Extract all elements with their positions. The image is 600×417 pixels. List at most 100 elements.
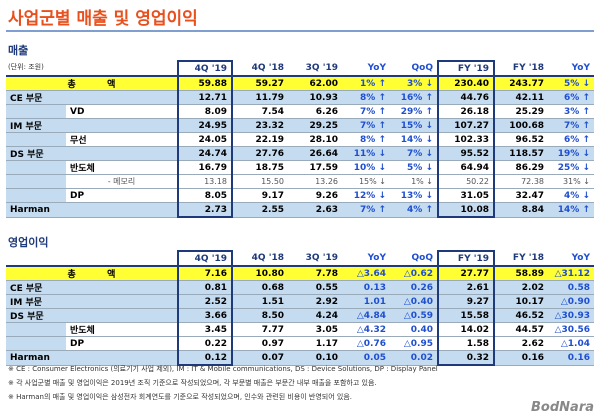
cell: 59.27 [232,76,288,91]
header-blank [6,251,178,267]
cell: 0.07 [232,350,288,366]
row: - 메모리 13.18 15.50 13.26 15% ↓ 1% ↓ 50.22 72.38 3… [6,174,594,189]
cell: 6% ↑ [548,132,594,147]
column-header: YoY [342,61,390,77]
watermark: BodNara [531,400,594,415]
cell: 24.74 [177,146,233,161]
cell: 10.93 [288,90,342,105]
row: Harman 2.73 2.55 2.63 7% ↑ 4% ↑ 10.08 8.84 14% ↑ [6,202,594,218]
row-label: IM 부문 [6,118,178,133]
cell: 10.17 [494,294,548,309]
cell: 9.17 [232,188,288,203]
cell: 1.58 [437,336,495,351]
note: ※ 각 사업군별 매출 및 영업이익은 2019년 조직 기준으로 작성되었으며… [8,379,377,387]
row-label: 총 액 [6,76,178,91]
row-label: 반도체 [66,160,178,175]
cell: 16.79 [177,160,233,175]
cell: 3% ↑ [548,104,594,119]
cell: 12% ↓ [342,188,390,203]
row-label: DP [66,336,178,351]
cell: 32.47 [494,188,548,203]
header-row: 4Q '19 4Q '18 3Q '19 YoY QoQ FY '19 FY '18 YoY [6,250,594,267]
cell: 1% ↑ [342,76,390,91]
cell: 95.52 [437,146,495,161]
cell: 102.33 [437,132,495,147]
cell: 2.92 [288,294,342,309]
cell: △4.84 [342,308,390,323]
column-header: YoY [342,251,390,267]
cell: 24.05 [177,132,233,147]
cell: △0.40 [390,294,438,309]
cell: △30.93 [548,308,594,323]
column-header: YoY [548,61,594,77]
column-header: FY '18 [494,251,548,267]
cell: 25.29 [494,104,548,119]
cell: 10.08 [437,202,495,218]
column-header: 3Q '19 [288,251,342,267]
cell: 3% ↓ [390,76,438,91]
cell: 1.17 [288,336,342,351]
cell: 0.13 [342,280,390,295]
cell: 0.12 [177,350,233,366]
cell: 29% ↑ [390,104,438,119]
cell: 8% ↑ [342,90,390,105]
row-label: VD [66,104,178,119]
cell: 0.81 [177,280,233,295]
cell: 230.40 [437,76,495,91]
cell: 62.00 [288,76,342,91]
cell: 23.32 [232,118,288,133]
cell: 13.18 [177,174,233,189]
cell: 0.58 [548,280,594,295]
cell: 42.11 [494,90,548,105]
profit-table: 4Q '19 4Q '18 3Q '19 YoY QoQ FY '19 FY '18 YoY 총… [6,250,594,366]
note: ※ CE : Consumer Electronics (의료기기 사업 제외)… [8,365,438,373]
cell: 2.62 [494,336,548,351]
row: 총 액 7.16 10.80 7.78 △3.64 △0.62 27.77 58.89 △31.… [6,266,594,281]
row: IM 부문 24.95 23.32 29.25 7% ↑ 15% ↓ 107.27 100.6… [6,118,594,133]
cell: 7.54 [232,104,288,119]
cell: 15% ↓ [390,118,438,133]
cell: 0.05 [342,350,390,366]
cell: 26.18 [437,104,495,119]
column-header: FY '19 [437,60,495,77]
cell: 31.05 [437,188,495,203]
cell: △1.04 [548,336,594,351]
cell: 14% ↑ [548,202,594,218]
row: CE 부문 12.71 11.79 10.93 8% ↑ 16% ↑ 44.76 42.11 6… [6,90,594,105]
cell: 9.26 [288,188,342,203]
header-blank [6,61,178,77]
cell: 19% ↓ [548,146,594,161]
section-heading: 매출 [8,44,29,57]
cell: 8.09 [177,104,233,119]
cell: 1.01 [342,294,390,309]
cell: 15.50 [232,174,288,189]
cell: 22.19 [232,132,288,147]
cell: 8% ↑ [342,132,390,147]
row: 반도체 16.79 18.75 17.59 10% ↓ 5% ↓ 64.94 86.29 25%… [6,160,594,175]
cell: 10% ↓ [342,160,390,175]
row: CE 부문 0.81 0.68 0.55 0.13 0.26 2.61 2.02 0.58 [6,280,594,295]
cell: 13.26 [288,174,342,189]
cell: 7% ↑ [548,118,594,133]
row-indent [6,160,66,175]
cell: 44.76 [437,90,495,105]
cell: 6.26 [288,104,342,119]
cell: 1% ↓ [390,174,438,189]
cell: △4.32 [342,322,390,337]
cell: 9.27 [437,294,495,309]
cell: 16% ↑ [390,90,438,105]
row: DP 0.22 0.97 1.17 △0.76 △0.95 1.58 2.62 △1.04 [6,336,594,351]
cell: 2.63 [288,202,342,218]
row: 무선 24.05 22.19 28.10 8% ↑ 14% ↓ 102.33 96.52 6% … [6,132,594,147]
cell: 8.50 [232,308,288,323]
cell: 28.10 [288,132,342,147]
row-label: CE 부문 [6,90,178,105]
cell: 27.77 [437,266,495,281]
cell: 7% ↓ [390,146,438,161]
cell: △0.90 [548,294,594,309]
cell: 96.52 [494,132,548,147]
row: DS 부문 24.74 27.76 26.64 11% ↓ 7% ↓ 95.52 118.57… [6,146,594,161]
row-label: 반도체 [66,322,178,337]
cell: 5% ↓ [390,160,438,175]
cell: △0.62 [390,266,438,281]
